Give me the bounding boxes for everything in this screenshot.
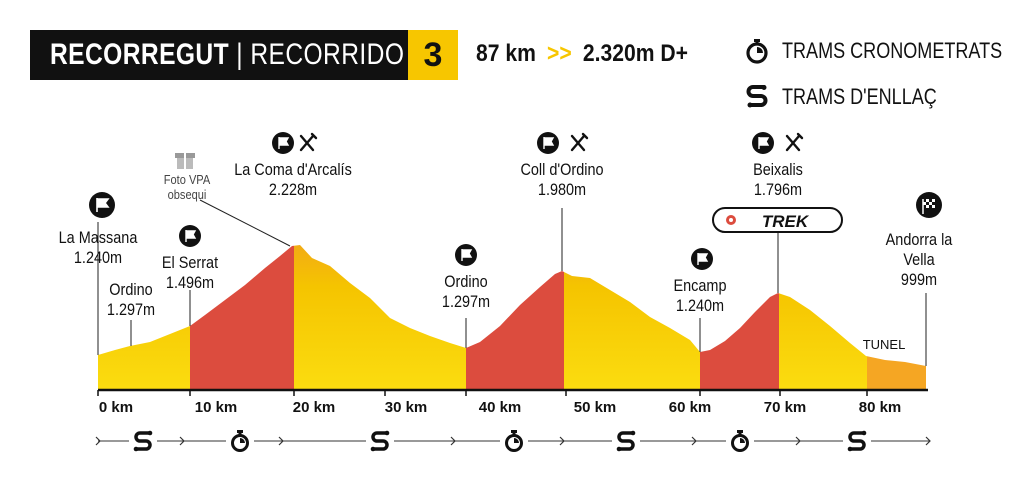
segment-liaison-4: [779, 245, 867, 390]
gift-icon: [175, 153, 195, 169]
point-altitude: 1.240m: [73, 248, 123, 267]
gift-label: Foto VPA obsequi: [164, 172, 210, 202]
tick-label: 0 km: [98, 399, 134, 416]
flag-icon-coll-ordino: [537, 132, 559, 154]
sponsor-text: TREK: [762, 212, 810, 231]
flag-icon-beixalis: [752, 132, 774, 154]
segment-row-icons: [129, 428, 871, 454]
flag-icon-ordino: [455, 244, 477, 266]
segment-liaison-2: [294, 245, 466, 390]
point-altitude: 1.796m: [753, 180, 803, 199]
flag-icon-arcalis: [272, 132, 294, 154]
point-beixalis: Beixalis 1.796m: [753, 160, 803, 200]
winding-road-icon: [129, 428, 157, 454]
title-separator: |: [236, 38, 244, 71]
winding-road-icon: [746, 85, 768, 108]
stopwatch-icon: [726, 428, 754, 454]
point-altitude: 999m: [900, 270, 938, 289]
stopwatch-icon: [746, 39, 768, 64]
point-la-coma-arcalis: La Coma d'Arcalís 2.228m: [234, 160, 352, 200]
stage-summary: 87 km >> 2.320m D+: [476, 40, 688, 68]
legend-liaison-label: TRAMS D'ENLLAÇ: [782, 84, 937, 109]
point-el-serrat: El Serrat 1.496m: [162, 253, 218, 293]
point-name: La Massana: [58, 228, 138, 247]
header-title-box: RECORREGUT | RECORRIDO: [30, 30, 408, 80]
restaurant-icon-beixalis: [785, 132, 804, 152]
point-ordino-2: Ordino 1.297m: [442, 272, 490, 312]
winding-road-icon: [612, 428, 640, 454]
point-altitude: 1.297m: [441, 292, 491, 311]
title-catalan: RECORREGUT: [50, 38, 230, 71]
point-ordino-1: Ordino 1.297m: [107, 280, 155, 320]
point-coll-ordino: Coll d'Ordino 1.980m: [520, 160, 603, 200]
point-name: Beixalis: [753, 160, 803, 179]
stopwatch-icon: [500, 428, 528, 454]
point-altitude: 1.496m: [165, 273, 215, 292]
flag-icon-el-serrat: [179, 225, 201, 247]
winding-road-icon: [843, 428, 871, 454]
tick-label: 20 km: [292, 399, 336, 416]
point-name: Encamp: [673, 276, 727, 295]
tick-label: 60 km: [668, 399, 712, 416]
point-name-line2: Vella: [903, 250, 935, 269]
flag-icon-la-massana: [89, 192, 115, 218]
sponsor-badge: [712, 207, 843, 233]
profile-fill: [98, 245, 926, 390]
tick-label: 10 km: [194, 399, 238, 416]
finish-flag-icon: [916, 192, 942, 218]
gift-label-line1: Foto VPA: [163, 172, 211, 187]
legend-timed-label: TRAMS CRONOMETRATS: [782, 38, 1003, 63]
tick-label: 40 km: [478, 399, 522, 416]
flag-icon-encamp: [691, 248, 713, 270]
tunnel-label: TUNEL: [862, 337, 906, 352]
point-name: Andorra la: [885, 230, 953, 249]
stopwatch-icon: [226, 428, 254, 454]
page-title: RECORREGUT | RECORRIDO: [50, 38, 404, 72]
point-altitude: 2.228m: [268, 180, 318, 199]
point-altitude: 1.980m: [537, 180, 587, 199]
legend-timed: TRAMS CRONOMETRATS: [744, 38, 1024, 64]
tick-label: 30 km: [384, 399, 428, 416]
restaurant-icon-coll-ordino: [570, 132, 589, 152]
point-name: Ordino: [444, 272, 488, 291]
distance-value: 87 km: [476, 40, 536, 67]
point-name: Ordino: [109, 280, 153, 299]
winding-road-icon: [366, 428, 394, 454]
restaurant-icon-arcalis: [299, 132, 318, 152]
arrows-separator: >>: [547, 40, 572, 67]
point-la-massana: La Massana 1.240m: [59, 228, 138, 268]
tick-label: 80 km: [858, 399, 902, 416]
stage-number-badge: 3: [408, 30, 458, 80]
tick-label: 50 km: [573, 399, 617, 416]
gift-label-line2: obsequi: [167, 187, 207, 202]
point-altitude: 1.297m: [106, 300, 156, 319]
title-spanish: RECORRIDO: [250, 38, 405, 71]
point-andorra-la-vella: Andorra la Vella 999m: [886, 230, 953, 290]
elevation-value: 2.320m D+: [582, 40, 688, 67]
segment-row-arrows: [95, 436, 931, 446]
point-name: La Coma d'Arcalís: [234, 160, 352, 179]
legend-liaison: TRAMS D'ENLLAÇ: [744, 84, 971, 110]
point-name: Coll d'Ordino: [520, 160, 604, 179]
point-encamp: Encamp 1.240m: [673, 276, 726, 316]
point-altitude: 1.240m: [675, 296, 725, 315]
axis-ticks: [97, 390, 868, 396]
point-name: El Serrat: [161, 253, 219, 272]
tick-label: 70 km: [763, 399, 807, 416]
